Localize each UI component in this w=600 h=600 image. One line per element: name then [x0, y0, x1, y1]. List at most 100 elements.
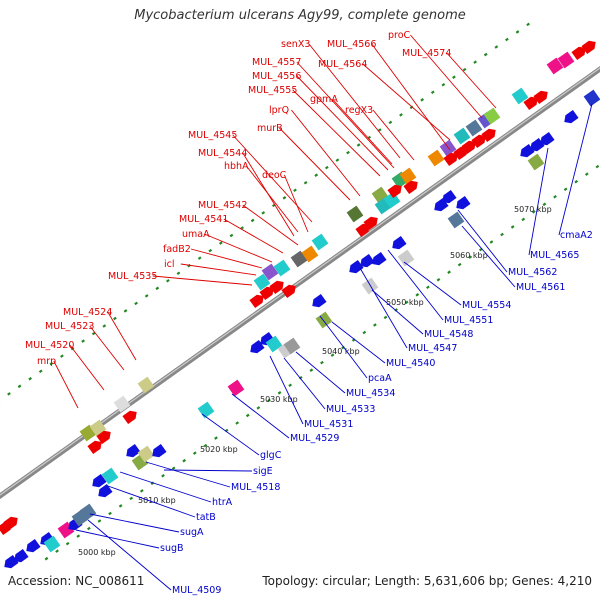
reverse-gene-label: pcaA [368, 373, 392, 384]
forward-tick-track [303, 180, 308, 185]
forward-tick-track [134, 301, 138, 306]
reverse-label-leader [107, 485, 196, 518]
forward-label-leader [283, 174, 309, 233]
reverse-gene-label: tatB [196, 512, 216, 523]
forward-gene-label: icl [164, 259, 175, 270]
forward-gene-box [290, 250, 308, 268]
forward-gene-arrow [387, 184, 402, 199]
forward-tick-track [176, 271, 181, 275]
reverse-gene-arrow [456, 195, 471, 210]
reverse-tick-track [65, 541, 70, 546]
accession-text: Accession: NC_008611 [8, 574, 145, 588]
reverse-tick-track [55, 549, 59, 553]
reverse-tick-track [214, 436, 218, 440]
reverse-gene-arrow [98, 483, 113, 498]
forward-gene-box [399, 167, 417, 185]
reverse-tick-track [426, 285, 430, 290]
forward-gene-label: MUL_4545 [188, 130, 237, 141]
reverse-tick-track [383, 315, 388, 320]
forward-label-leader [152, 275, 253, 286]
forward-label-leader [232, 134, 313, 223]
reverse-tick-track [521, 217, 526, 222]
reverse-gene-arrow [392, 235, 407, 250]
forward-gene-arrow [533, 90, 548, 105]
forward-label-leader [371, 43, 451, 151]
forward-gene-box [261, 263, 279, 281]
forward-gene-arrow [249, 294, 264, 309]
reverse-tick-track [584, 172, 589, 176]
forward-tick-track [377, 128, 382, 132]
forward-tick-track [473, 60, 477, 64]
forward-tick-track [441, 82, 446, 87]
reverse-gene-box [315, 311, 333, 329]
reverse-gene-label: MUL_4534 [346, 388, 395, 399]
forward-label-leader [332, 98, 393, 165]
reverse-label-leader [295, 351, 346, 394]
forward-tick-track [81, 339, 85, 343]
reverse-gene-arrow [540, 131, 555, 146]
forward-gene-label: MUL_4523 [45, 321, 94, 332]
forward-gene-label: MUL_4566 [327, 39, 376, 50]
forward-gene-arrow [87, 440, 102, 455]
forward-gene-label: regX3 [345, 105, 373, 116]
forward-gene-box [253, 273, 271, 291]
reverse-gene-box [101, 467, 119, 485]
reverse-tick-track [447, 270, 451, 274]
forward-gene-label: senX3 [281, 39, 310, 50]
reverse-tick-track [129, 496, 134, 501]
forward-gene-box [511, 87, 529, 105]
forward-tick-track [526, 22, 530, 27]
forward-gene-arrow [581, 40, 596, 55]
forward-gene-box [301, 245, 319, 263]
reverse-tick-track [108, 511, 112, 516]
reverse-tick-track [510, 225, 515, 229]
forward-gene-arrow [461, 140, 476, 155]
reverse-gene-arrow [349, 259, 364, 274]
forward-tick-track [155, 286, 160, 291]
reverse-gene-box [397, 249, 415, 267]
reverse-gene-label: MUL_4518 [231, 482, 280, 493]
forward-gene-arrow [571, 46, 586, 61]
reverse-tick-track [256, 406, 261, 410]
reverse-gene-label: htrA [212, 497, 233, 508]
forward-tick-track [293, 188, 297, 193]
kbp-tick-label: 5020 kbp [200, 445, 238, 454]
forward-tick-track [452, 75, 456, 79]
forward-label-leader [410, 34, 483, 119]
reverse-gene-box [227, 379, 245, 397]
reverse-gene-arrow [26, 538, 41, 553]
reverse-tick-track [468, 255, 473, 259]
kbp-tick-label: 5070 kbp [514, 205, 552, 214]
forward-tick-track [515, 30, 520, 34]
forward-gene-arrow [481, 128, 496, 143]
forward-tick-track [7, 392, 11, 396]
forward-gene-arrow [269, 280, 284, 295]
forward-label-leader [69, 344, 105, 391]
forward-gene-label: deoC [262, 170, 287, 181]
forward-tick-track [388, 120, 393, 125]
reverse-tick-track [118, 504, 123, 508]
forward-gene-label: MUL_4555 [248, 85, 297, 96]
reverse-gene-arrow [564, 109, 579, 124]
reverse-tick-track [139, 489, 144, 493]
reverse-gene-arrow [372, 251, 387, 266]
forward-tick-track [17, 384, 22, 389]
reverse-gene-arrow [126, 443, 141, 458]
reverse-gene-box [79, 503, 97, 521]
forward-gene-label: proC [388, 30, 411, 41]
reverse-tick-track [267, 398, 271, 403]
reverse-gene-label: MUL_4529 [290, 433, 339, 444]
forward-tick-track [208, 248, 213, 253]
reverse-tick-track [309, 368, 314, 372]
forward-tick-track [356, 143, 361, 147]
forward-gene-label: MUL_4564 [318, 59, 367, 70]
reverse-gene-box [43, 535, 61, 553]
reverse-tick-track [574, 179, 579, 184]
kbp-tick-label: 5010 kbp [138, 496, 176, 505]
reverse-label-leader [87, 519, 172, 591]
reverse-gene-label: MUL_4509 [172, 585, 221, 596]
forward-tick-track [28, 377, 33, 381]
forward-gene-label: murB [257, 123, 283, 134]
forward-gene-arrow [281, 284, 296, 299]
forward-gene-label: MUL_4574 [402, 48, 451, 59]
